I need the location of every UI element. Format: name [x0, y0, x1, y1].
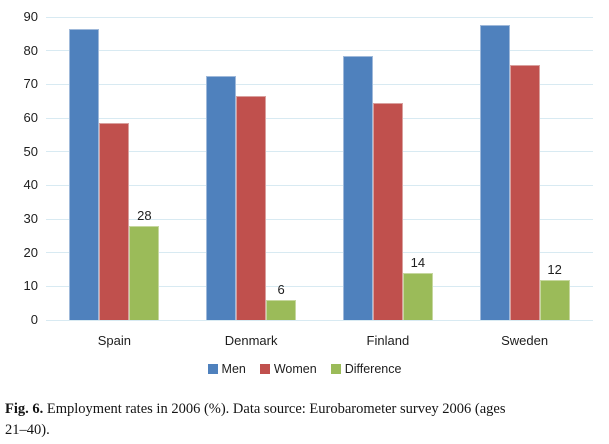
legend-label-difference: Difference — [344, 362, 402, 376]
bar-men-finland — [342, 56, 373, 320]
gridline-30 — [46, 218, 593, 220]
data-label-difference-sweden: 12 — [547, 261, 562, 277]
x-tick-label-sweden: Sweden — [501, 333, 549, 348]
bar-men-denmark — [206, 75, 237, 320]
gridline-20 — [46, 252, 593, 254]
bar-men-sweden — [479, 25, 510, 320]
bar-women-spain — [99, 123, 130, 320]
bar-women-finland — [372, 103, 403, 320]
legend-item-difference: Difference — [330, 362, 402, 376]
gridline-80 — [46, 50, 593, 52]
gridline-90 — [46, 16, 593, 18]
y-tick-label-30: 30 — [23, 211, 38, 226]
gridline-60 — [46, 117, 593, 119]
bar-women-sweden — [509, 65, 540, 320]
bar-difference-spain — [129, 225, 160, 320]
gridline-10 — [46, 285, 593, 287]
gridline-70 — [46, 83, 593, 85]
legend-label-women: Women — [273, 362, 317, 376]
gridline-50 — [46, 151, 593, 153]
y-tick-label-0: 0 — [30, 312, 38, 327]
bar-difference-denmark — [266, 299, 297, 320]
legend-label-men: Men — [221, 362, 246, 376]
data-label-difference-spain: 28 — [137, 207, 152, 223]
y-tick-label-60: 60 — [23, 110, 38, 125]
bar-women-denmark — [236, 95, 267, 320]
data-label-difference-denmark: 6 — [277, 281, 285, 297]
y-tick-label-40: 40 — [23, 177, 38, 193]
bar-difference-finland — [402, 272, 433, 320]
caption-text-line1: Employment rates in 2006 (%). Data sourc… — [46, 401, 506, 417]
legend-swatch-women — [259, 364, 270, 374]
bar-difference-sweden — [539, 279, 570, 320]
y-tick-label-20: 20 — [23, 244, 38, 260]
legend: Men Women Difference — [0, 361, 609, 377]
bar-men-spain — [69, 29, 100, 320]
x-tick-label-spain: Spain — [97, 333, 131, 348]
legend-item-women: Women — [259, 362, 317, 376]
y-tick-label-70: 70 — [23, 76, 38, 92]
caption-text-line2: 21–40). — [5, 422, 50, 438]
plot-area — [46, 16, 593, 321]
figure-caption: Fig. 6. Employment rates in 2006 (%). Da… — [5, 399, 605, 441]
x-tick-label-finland: Finland — [366, 333, 410, 348]
y-tick-label-90: 90 — [23, 9, 38, 24]
legend-swatch-difference — [330, 364, 341, 374]
legend-swatch-men — [207, 364, 218, 374]
gridline-40 — [46, 184, 593, 186]
x-tick-label-denmark: Denmark — [224, 333, 278, 348]
y-tick-label-80: 80 — [23, 42, 38, 58]
y-tick-label-50: 50 — [23, 143, 38, 159]
gridline-0 — [46, 319, 593, 321]
data-label-difference-finland: 14 — [410, 254, 426, 270]
y-tick-label-10: 10 — [23, 278, 38, 294]
caption-fig-label: Fig. 6. — [5, 401, 44, 417]
legend-item-men: Men — [207, 362, 246, 376]
